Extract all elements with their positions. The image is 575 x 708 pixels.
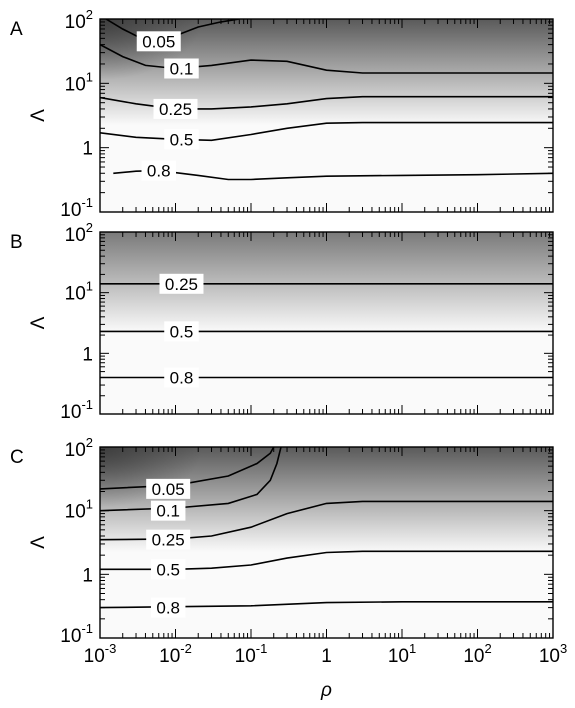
panel-label: C (10, 447, 24, 468)
contour-label: 0.1 (156, 502, 180, 521)
ticks (99, 447, 553, 639)
y-axis-title: Λ (28, 109, 49, 122)
panel-label: A (10, 19, 23, 40)
contour-label: 0.8 (147, 162, 171, 181)
y-tick-label: 1 (82, 139, 93, 160)
contour-label: 0.25 (152, 531, 185, 550)
y-tick-label: 102 (65, 220, 93, 246)
y-tick-label: 102 (65, 435, 93, 461)
x-tick-label: 10-2 (159, 641, 192, 667)
y-tick-label: 10-1 (60, 397, 93, 423)
contour-label-bg (164, 129, 199, 150)
contour-label-bg (150, 500, 186, 521)
y-tick-label: 101 (65, 279, 93, 305)
x-tick-label: 10-1 (235, 641, 268, 667)
contour-label-bg (164, 367, 199, 388)
contour-label: 0.25 (159, 100, 192, 119)
contour-label-bg (153, 98, 198, 119)
contour-label: 0.05 (142, 32, 175, 51)
panel-c: 0.05 0.1 0.25 0.5 0.8 10-1 1 101 102 10-3 10-2 10-1… (10, 435, 567, 701)
x-tick-label: 1 (321, 646, 332, 667)
contour-line-0.5 (100, 121, 553, 142)
contour-label: 0.8 (170, 368, 194, 387)
contour-label-bg (141, 160, 177, 181)
contour-label-bg (159, 273, 204, 294)
contour-label-bg (150, 559, 186, 580)
panel-a: 0.05 0.1 0.25 0.5 0.8 10-1 1 101 102 A Λ (10, 7, 554, 221)
contour-label-bg (146, 529, 191, 550)
contour-label-bg (146, 478, 191, 499)
contour-label: 0.5 (170, 130, 194, 149)
ticks (99, 232, 553, 415)
contour-label: 0.8 (156, 599, 180, 618)
y-tick-label: 102 (65, 7, 93, 33)
x-tick-label: 101 (388, 641, 416, 667)
y-tick-label: 10-1 (60, 195, 93, 221)
heatmap-corner-shading (100, 447, 327, 581)
contour-label-bg (164, 321, 199, 342)
panel-label: B (10, 232, 23, 253)
y-tick-label: 101 (65, 497, 93, 523)
ticks (99, 19, 553, 213)
contour-label-bg (136, 31, 181, 52)
heatmap-corner-shading (100, 19, 327, 155)
y-tick-label: 10-1 (60, 621, 93, 647)
y-tick-label: 101 (65, 69, 93, 95)
y-tick-label: 1 (82, 344, 93, 365)
y-axis-title: Λ (28, 316, 49, 329)
contour-label: 0.05 (152, 480, 185, 499)
y-tick-label: 1 (82, 565, 93, 586)
contour-label: 0.1 (170, 60, 194, 79)
contour-label-bg (150, 597, 186, 618)
contour-line-0.5 (100, 550, 553, 571)
x-tick-label: 10-3 (84, 641, 117, 667)
contour-label: 0.5 (170, 322, 194, 341)
contour-label: 0.5 (156, 560, 180, 579)
y-axis-title: Λ (28, 536, 49, 549)
x-tick-label: 102 (463, 641, 491, 667)
contour-line-0.25 (100, 500, 553, 541)
x-axis-title: ρ (320, 680, 332, 701)
panel-b: 0.25 0.5 0.8 10-1 1 101 102 B Λ (10, 220, 554, 423)
contour-label: 0.25 (165, 275, 198, 294)
contour-line-0.1 (100, 43, 553, 74)
contour-label-bg (164, 58, 199, 79)
x-tick-label: 103 (539, 641, 567, 667)
